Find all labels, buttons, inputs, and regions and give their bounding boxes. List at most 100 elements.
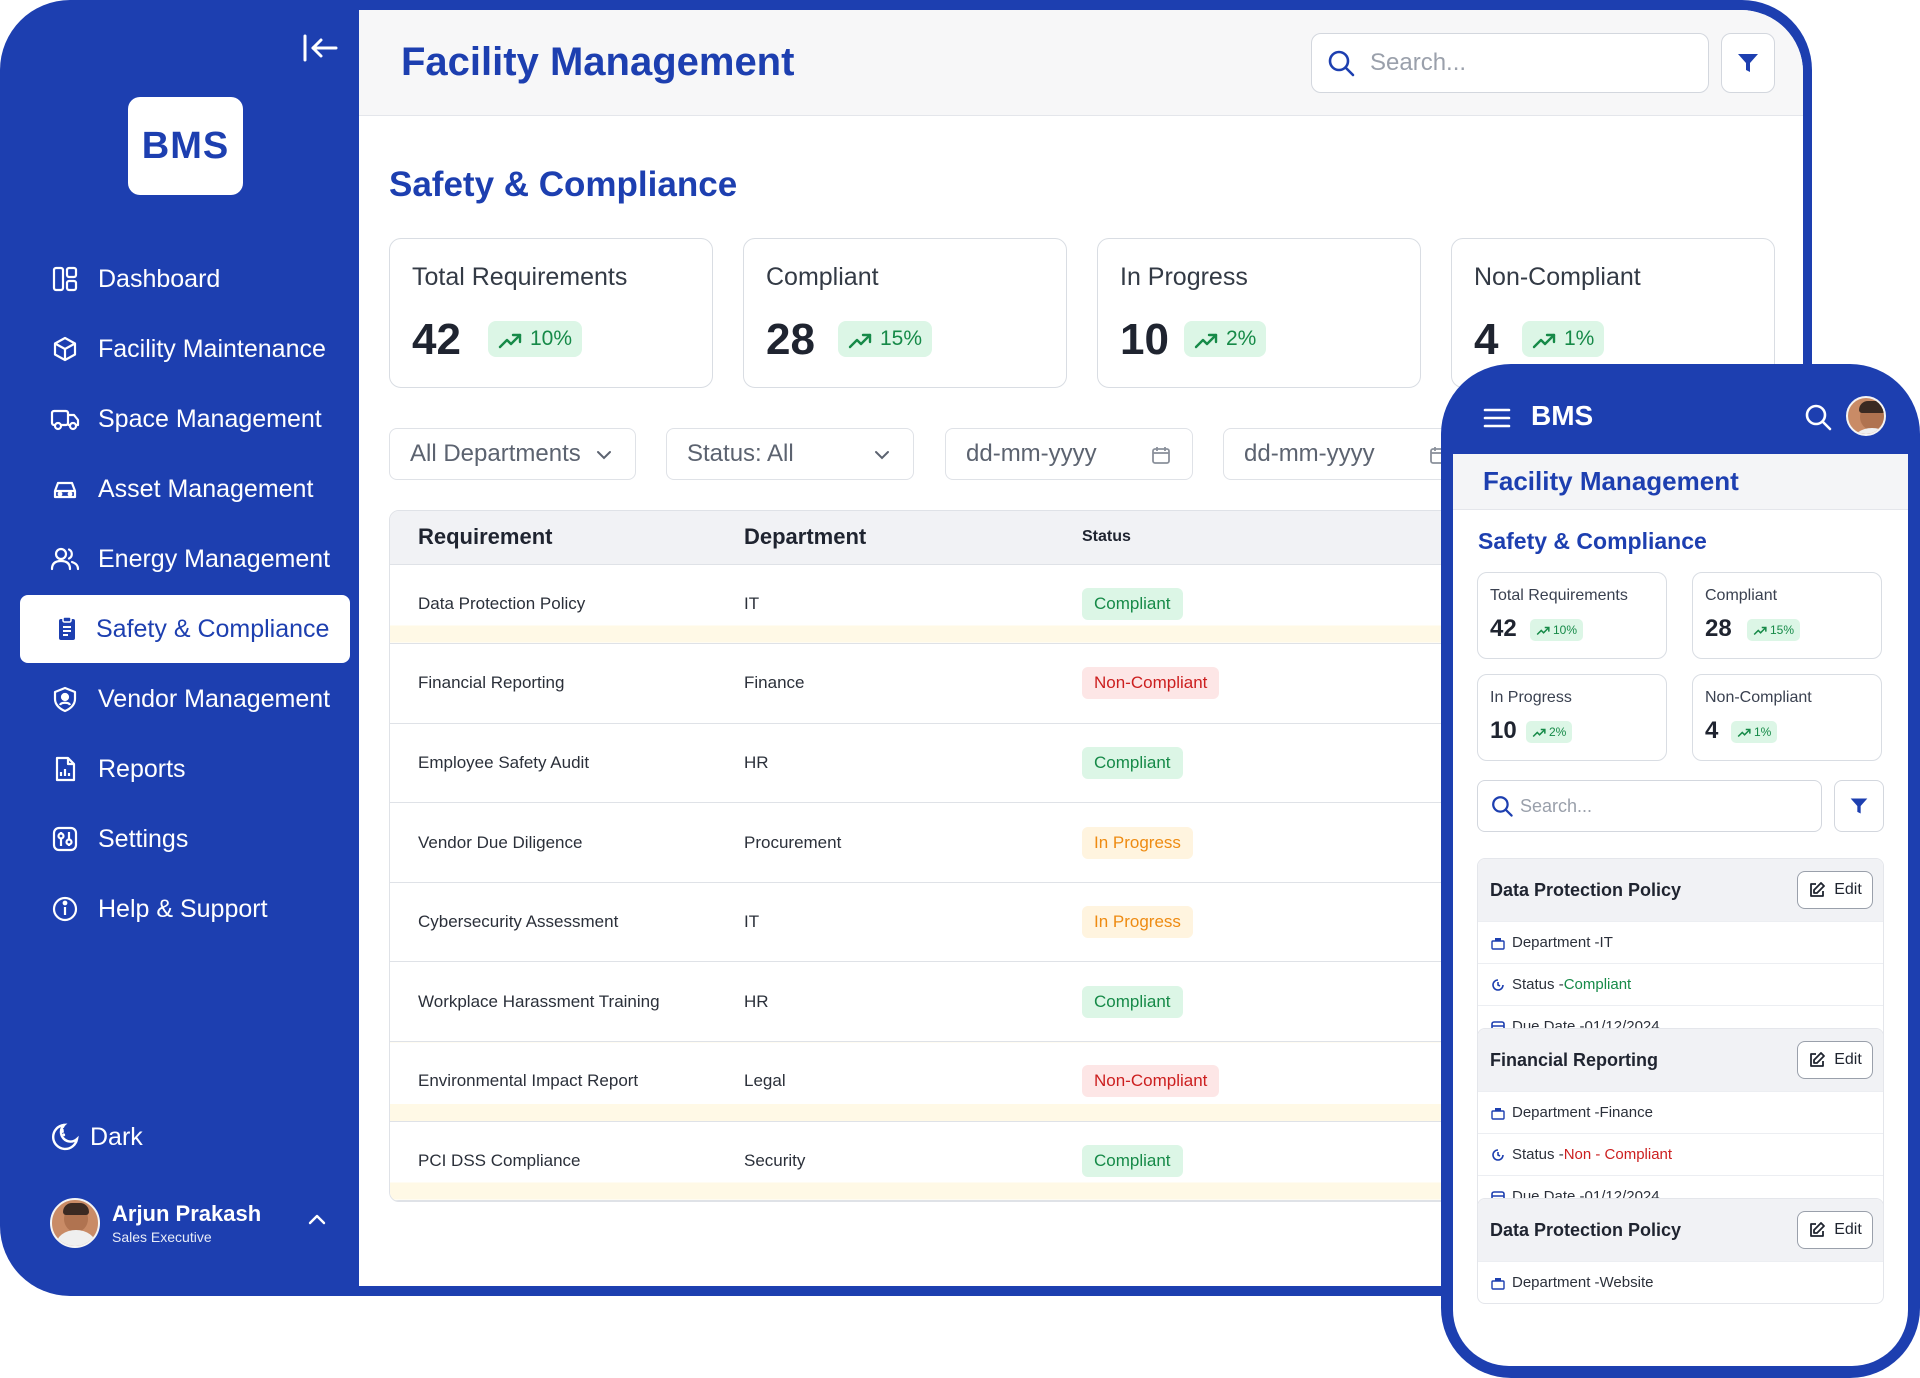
cell-requirement: Cybersecurity Assessment (390, 882, 736, 963)
search-icon (1490, 794, 1514, 818)
search-input[interactable] (1370, 49, 1690, 77)
table-row[interactable]: Cybersecurity Assessment IT In Progress (390, 882, 1488, 963)
department-select-value: All Departments (410, 440, 581, 467)
mobile-stat-card: In Progress 10 2% (1477, 674, 1667, 761)
mobile-avatar[interactable] (1846, 396, 1886, 436)
table-row[interactable]: Environmental Impact Report Legal Non-Co… (390, 1041, 1488, 1122)
page-title: Safety & Compliance (389, 165, 738, 204)
edit-icon (1808, 1221, 1826, 1239)
sidebar-item-label: Reports (98, 754, 186, 783)
sidebar-item-dashboard[interactable]: Dashboard (20, 245, 350, 313)
item-title: Financial Reporting (1490, 1049, 1659, 1070)
user-profile[interactable]: Arjun Prakash Sales Executive (50, 1195, 330, 1251)
date-to-value: dd-mm-yyyy (1244, 440, 1375, 467)
stat-change-badge: 1% (1522, 321, 1605, 357)
requirements-table: Requirement Department Status Data Prote… (389, 510, 1489, 1202)
sidebar-item-space-management[interactable]: Space Management (20, 385, 350, 453)
sidebar-nav: Dashboard Facility Maintenance Space Man… (20, 245, 350, 945)
stat-value: 10 (1490, 717, 1517, 744)
cell-department: IT (736, 564, 1082, 645)
mobile-filter-button[interactable] (1834, 780, 1884, 832)
cell-department: Finance (736, 643, 1082, 724)
column-header-department[interactable]: Department (736, 511, 1082, 565)
column-header-status[interactable]: Status (1082, 511, 1488, 565)
sidebar-item-settings[interactable]: Settings (20, 805, 350, 873)
sidebar-item-label: Settings (98, 824, 189, 853)
column-header-requirement[interactable]: Requirement (390, 511, 736, 565)
stat-value: 4 (1705, 717, 1719, 744)
building-icon (1490, 1275, 1506, 1291)
sidebar-item-label: Facility Maintenance (98, 334, 326, 363)
stat-change: 15% (880, 327, 923, 350)
department-prefix: Department - (1512, 1274, 1600, 1291)
dark-mode-toggle[interactable]: Dark (50, 1122, 143, 1152)
search-icon[interactable] (1803, 402, 1833, 432)
stat-label: Non-Compliant (1705, 689, 1812, 706)
menu-icon[interactable] (1483, 406, 1511, 430)
stat-change: 2% (1226, 327, 1257, 350)
trend-up-icon (1532, 331, 1556, 349)
sidebar-item-energy-management[interactable]: Energy Management (20, 525, 350, 593)
table-row[interactable]: Financial Reporting Finance Non-Complian… (390, 643, 1488, 724)
edit-button[interactable]: Edit (1797, 871, 1873, 909)
chevron-down-icon (871, 444, 893, 466)
table-row[interactable]: PCI DSS Compliance Security Compliant (390, 1121, 1488, 1201)
cell-requirement: Employee Safety Audit (390, 723, 736, 804)
item-department: Website (1599, 1274, 1654, 1291)
sidebar-item-label: Dashboard (98, 264, 221, 293)
stat-label: Compliant (1705, 587, 1778, 604)
avatar (50, 1198, 100, 1248)
status-badge: Non-Compliant (1082, 667, 1220, 700)
stat-label: In Progress (1120, 263, 1248, 291)
mobile-header: BMS (1441, 364, 1920, 452)
logo-text: BMS (141, 124, 230, 167)
stat-label: Compliant (766, 263, 879, 291)
sidebar-item-help-support[interactable]: Help & Support (20, 875, 350, 943)
search-box[interactable] (1311, 33, 1709, 93)
cell-requirement: Data Protection Policy (390, 564, 736, 645)
table-header-row: Requirement Department Status (390, 511, 1488, 565)
cell-requirement: PCI DSS Compliance (390, 1121, 736, 1201)
date-to-input[interactable]: dd-mm-yyyy (1223, 428, 1471, 480)
mobile-title-bar: Facility Management (1453, 454, 1908, 510)
mobile-search-box[interactable] (1477, 780, 1822, 832)
filter-button[interactable] (1721, 33, 1775, 93)
sidebar-item-asset-management[interactable]: Asset Management (20, 455, 350, 523)
status-prefix: Status - (1512, 1146, 1564, 1163)
item-department: IT (1599, 934, 1613, 951)
edit-button[interactable]: Edit (1797, 1041, 1873, 1079)
status-select[interactable]: Status: All (666, 428, 914, 480)
cell-department: Procurement (736, 802, 1082, 883)
table-row[interactable]: Workplace Harassment Training HR Complia… (390, 961, 1488, 1043)
clipboard-icon (52, 614, 82, 644)
mobile-stat-card: Total Requirements 42 10% (1477, 572, 1667, 659)
sidebar-item-vendor-management[interactable]: Vendor Management (20, 665, 350, 733)
stat-label: Total Requirements (412, 263, 628, 291)
chevron-up-icon[interactable] (304, 1207, 330, 1233)
info-icon (50, 894, 80, 924)
department-select[interactable]: All Departments (389, 428, 636, 480)
trend-up-icon (1536, 625, 1550, 636)
table-row[interactable]: Vendor Due Diligence Procurement In Prog… (390, 802, 1488, 883)
stat-change-badge: 15% (1747, 619, 1801, 641)
date-from-input[interactable]: dd-mm-yyyy (945, 428, 1193, 480)
trend-up-icon (1753, 625, 1767, 636)
stat-label: Non-Compliant (1474, 263, 1641, 291)
mobile-search-input[interactable] (1520, 795, 1800, 817)
stat-change: 2% (1549, 725, 1567, 739)
stat-change-badge: 15% (838, 321, 933, 357)
sidebar-item-safety-compliance[interactable]: Safety & Compliance (20, 595, 350, 663)
edit-label: Edit (1834, 881, 1862, 898)
sidebar-item-reports[interactable]: Reports (20, 735, 350, 803)
stat-change: 10% (1553, 623, 1578, 637)
settings-sliders-icon (50, 824, 80, 854)
stat-change: 1% (1754, 725, 1772, 739)
table-row[interactable]: Employee Safety Audit HR Compliant (390, 723, 1488, 804)
stat-label: In Progress (1490, 689, 1572, 706)
stat-card-compliant: Compliant 28 15% (743, 238, 1067, 388)
sidebar-item-facility-maintenance[interactable]: Facility Maintenance (20, 315, 350, 383)
edit-button[interactable]: Edit (1797, 1211, 1873, 1249)
collapse-sidebar-button[interactable] (300, 30, 340, 66)
trend-up-icon (1737, 727, 1751, 738)
table-row[interactable]: Data Protection Policy IT Compliant (390, 564, 1488, 645)
